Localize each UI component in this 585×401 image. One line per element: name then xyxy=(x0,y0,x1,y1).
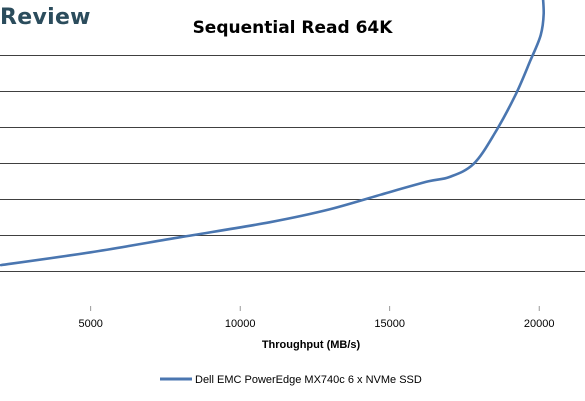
brand-wordmark: Review xyxy=(0,5,91,30)
x-tick-label: 5000 xyxy=(78,318,102,330)
series-line xyxy=(0,0,546,267)
x-axis-title: Throughput (MB/s) xyxy=(262,339,361,351)
x-axis-ticks: 5000 10000 15000 20000 xyxy=(78,306,554,330)
x-tick-label: 15000 xyxy=(374,318,405,330)
x-tick-label: 20000 xyxy=(524,318,555,330)
x-tick-label: 10000 xyxy=(225,318,256,330)
legend-label: Dell EMC PowerEdge MX740c 6 x NVMe SSD xyxy=(195,374,422,386)
gridlines xyxy=(0,55,585,272)
legend: Dell EMC PowerEdge MX740c 6 x NVMe SSD xyxy=(160,374,422,386)
chart-title: Sequential Read 64K xyxy=(192,18,393,38)
